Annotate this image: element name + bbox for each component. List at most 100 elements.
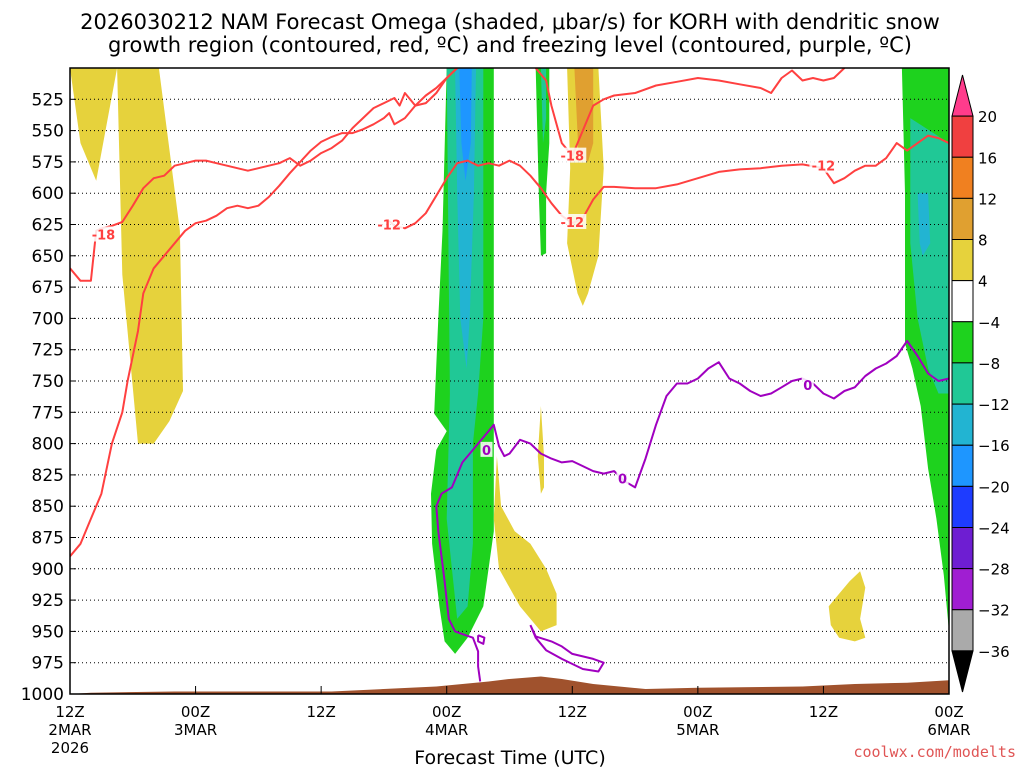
contour-label-bg-1: [375, 216, 404, 232]
y-tick-label-600: 600: [32, 184, 64, 204]
credit-text: coolwx.com/modelts: [853, 743, 1016, 761]
y-tick-label-550: 550: [32, 122, 64, 142]
colorbar-level-2: 12: [978, 190, 997, 208]
contour-label-bg-6: [616, 470, 629, 486]
colorbar-bin-12: [951, 568, 974, 611]
dgz-minus18-upper-right: [571, 68, 846, 156]
colorbar-bin-11: [951, 526, 974, 570]
colorbar-bin-6: [951, 321, 974, 364]
colorbar-bin-3: [951, 197, 974, 241]
contour-label-2: -18: [561, 150, 585, 165]
contour-label-bg-7: [801, 376, 814, 392]
ascent-mar4-12z: [567, 68, 604, 306]
x-tick-date-1: 3MAR: [174, 721, 217, 739]
contour-label-1: -12: [377, 219, 401, 234]
contour-label-4: -12: [812, 160, 836, 175]
chart-title-line1: 2026030212 NAM Forecast Omega (shaded, μ…: [80, 10, 940, 34]
colorbar-level-13: −36: [978, 643, 1010, 661]
colorbar-level-4: 4: [978, 273, 988, 291]
contour-label-3: -12: [561, 216, 585, 231]
freezing-level-0C-loop: [529, 624, 605, 673]
freezing-level-0C-lower: [435, 506, 482, 682]
y-tick-label-575: 575: [32, 153, 64, 173]
chart-title-line2: growth region (contoured, red, ºC) and f…: [108, 33, 912, 57]
colorbar-level-6: −8: [978, 355, 1000, 373]
x-tick-label-7: 00Z: [934, 703, 963, 721]
y-tick-label-700: 700: [32, 309, 64, 329]
y-tick-label-1000: 1000: [21, 685, 64, 705]
y-tick-label-625: 625: [32, 216, 64, 236]
pressure-axis: 525 550 575 600 625 650 675 700 725 750 775 800 825 8…: [21, 90, 76, 705]
x-tick-label-0: 12Z: [55, 703, 84, 721]
colorbar-level-3: 8: [978, 232, 988, 250]
x-tick-label-2: 12Z: [306, 703, 335, 721]
contour-label-bg-3: [558, 213, 587, 229]
y-tick-label-850: 850: [32, 497, 64, 517]
contour-label-5: 0: [482, 444, 491, 459]
ascent-mar5-low: [828, 571, 866, 642]
x-tick-label-1: 00Z: [181, 703, 210, 721]
contour-label-bg-4: [809, 157, 838, 173]
y-tick-label-800: 800: [32, 435, 64, 455]
x-tick-label-6: 12Z: [809, 703, 838, 721]
descent-mar4-peak: [459, 68, 472, 181]
y-tick-label-950: 950: [32, 622, 64, 642]
dgz-minus12-mid: [388, 159, 573, 230]
x-tick-label-5: 00Z: [683, 703, 712, 721]
contour-label-7: 0: [803, 379, 812, 394]
colorbar-level-10: −24: [978, 519, 1010, 537]
colorbar-bin-4: [951, 239, 974, 282]
y-tick-label-925: 925: [32, 591, 64, 611]
dgz-minus12-right: [571, 134, 949, 225]
terrain: [70, 676, 949, 694]
contour-label-6: 0: [618, 473, 627, 488]
x-tick-date-5: 5MAR: [676, 721, 719, 739]
colorbar-bin-1: [951, 115, 974, 158]
colorbar-level-5: −4: [978, 314, 1000, 332]
ascent-narrow-mar4: [537, 406, 544, 494]
omega-colorbar: 20 16 12 8 4 −4 −8 −12 −16 −20 −24 −28 −32 −36: [951, 74, 1010, 693]
descent-mar5-evening-core: [910, 118, 949, 394]
colorbar-bin-8: [951, 403, 974, 446]
contour-label-bg-5: [480, 441, 493, 457]
x-tick-date-3: 4MAR: [425, 721, 468, 739]
x-tick-date-7: 6MAR: [927, 721, 970, 739]
colorbar-level-1: 16: [978, 149, 997, 167]
freezing-level-0C-small: [477, 634, 486, 645]
colorbar-bin-2: [951, 156, 974, 199]
contour-label-bg-0: [89, 226, 118, 242]
ascent-low-level-mar4: [493, 456, 557, 632]
colorbar-bin-5: [951, 280, 974, 323]
colorbar-level-8: −16: [978, 437, 1010, 455]
y-tick-label-525: 525: [32, 90, 64, 110]
y-tick-label-775: 775: [32, 403, 64, 423]
y-tick-label-750: 750: [32, 372, 64, 392]
colorbar-level-7: −12: [978, 396, 1010, 414]
colorbar-level-9: −20: [978, 478, 1010, 496]
descent-mar4-secondary-core: [540, 68, 547, 144]
dgz-minus18-right: [534, 68, 574, 157]
freezing-level-0C-main: [435, 339, 949, 507]
y-tick-label-875: 875: [32, 529, 64, 549]
x-tick-date-0: 2MAR: [48, 721, 91, 739]
colorbar-bin-10: [951, 485, 974, 528]
colorbar-bin-14: [951, 650, 974, 693]
colorbar-level-0: 20: [978, 108, 997, 126]
y-tick-label-650: 650: [32, 247, 64, 267]
x-tick-label-3: 00Z: [432, 703, 461, 721]
x-axis-label: Forecast Time (UTC): [414, 747, 605, 768]
colorbar-bin-13: [951, 609, 974, 652]
y-tick-label-825: 825: [32, 466, 64, 486]
contour-label-bg-2: [558, 147, 587, 163]
terrain-layer: [70, 676, 949, 694]
pressure-gridlines: [70, 98, 949, 664]
descent-mar5-evening-strong: [917, 193, 931, 256]
colorbar-bin-7: [951, 362, 974, 405]
contour-label-layer: -18 -12 -18 -12 -12 0 0 0: [89, 147, 838, 488]
omega-shading-layer: [70, 68, 949, 654]
colorbar-level-11: −28: [978, 561, 1010, 579]
y-tick-label-900: 900: [32, 560, 64, 580]
x-tick-label-4: 12Z: [558, 703, 587, 721]
